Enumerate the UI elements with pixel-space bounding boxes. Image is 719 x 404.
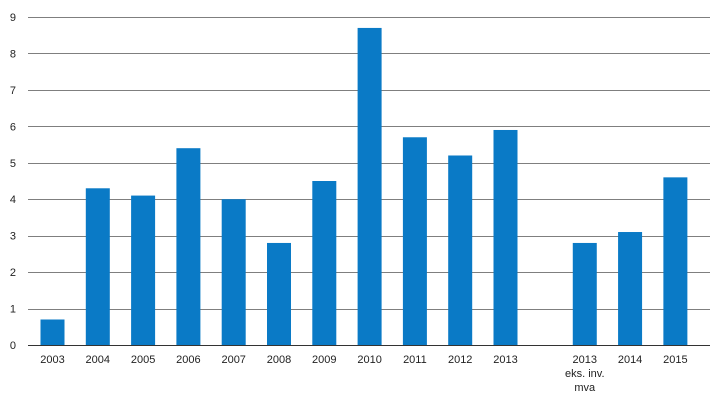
x-tick-label: 2008: [267, 354, 291, 366]
x-tick-label: 2013: [573, 354, 597, 366]
bar: [357, 27, 382, 346]
bar: [618, 232, 643, 345]
bar: [221, 199, 246, 345]
bar: [402, 137, 427, 345]
x-tick-label: 2007: [221, 354, 245, 366]
x-tick-label: 2012: [448, 354, 472, 366]
y-axis-ticks: 0 1 2 3 4 5 6 7 8 9: [10, 12, 16, 352]
y-tick-label: 1: [10, 304, 16, 316]
bar: [176, 148, 201, 345]
bar: [572, 242, 597, 345]
bar: [131, 195, 156, 345]
x-tick-label: 2006: [176, 354, 200, 366]
y-tick-label: 0: [10, 340, 16, 352]
y-tick-label: 4: [10, 194, 16, 206]
bar: [40, 319, 65, 345]
x-tick-label: 2011: [403, 354, 427, 366]
x-axis-ticks: 2003 2004 2005 2006 2007 2008 2009 2010 2011 2012…: [40, 354, 687, 394]
x-tick-label: 2003: [40, 354, 64, 366]
x-tick-label: mva: [574, 382, 596, 394]
x-tick-label: 2013: [493, 354, 517, 366]
bar: [85, 188, 110, 345]
y-tick-label: 3: [10, 231, 16, 243]
y-tick-label: 2: [10, 267, 16, 279]
bar: [448, 155, 473, 345]
x-tick-label: 2015: [663, 354, 687, 366]
bars: [40, 27, 688, 346]
y-tick-label: 8: [10, 48, 16, 60]
y-tick-label: 9: [10, 12, 16, 24]
y-tick-label: 5: [10, 158, 16, 170]
bar: [663, 177, 688, 345]
x-tick-label: 2009: [312, 354, 336, 366]
x-tick-label: eks. inv.: [565, 368, 605, 380]
x-tick-label: 2004: [86, 354, 110, 366]
y-tick-label: 7: [10, 85, 16, 97]
bar: [312, 181, 337, 345]
x-tick-label: 2010: [357, 354, 381, 366]
y-tick-label: 6: [10, 121, 16, 133]
x-tick-label: 2005: [131, 354, 155, 366]
bar: [267, 242, 291, 345]
x-tick-label: 2014: [618, 354, 642, 366]
bar: [493, 129, 518, 345]
